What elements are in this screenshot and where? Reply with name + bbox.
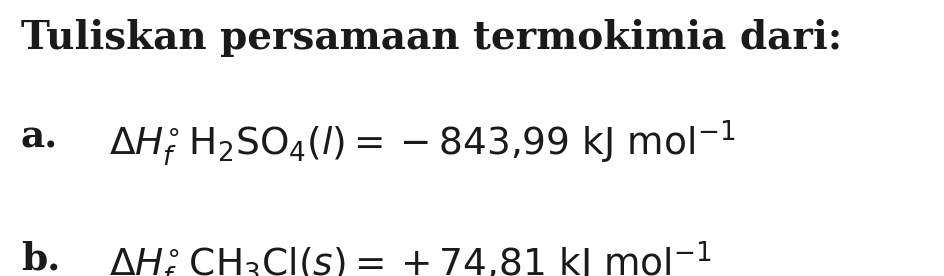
Text: a.: a.	[21, 119, 58, 156]
Text: Tuliskan persamaan termokimia dari:: Tuliskan persamaan termokimia dari:	[21, 19, 841, 57]
Text: b.: b.	[21, 240, 60, 276]
Text: $\Delta H_{f}^{\circ}\, \mathrm{H_2SO_4}(\mathit{l}) = -843{,}99\ \mathrm{kJ\ mo: $\Delta H_{f}^{\circ}\, \mathrm{H_2SO_4}…	[109, 119, 734, 169]
Text: $\Delta H_{f}^{\circ}\, \mathrm{CH_3Cl}(\mathit{s}) = +74{,}81\ \mathrm{kJ\ mol^: $\Delta H_{f}^{\circ}\, \mathrm{CH_3Cl}(…	[109, 240, 711, 276]
